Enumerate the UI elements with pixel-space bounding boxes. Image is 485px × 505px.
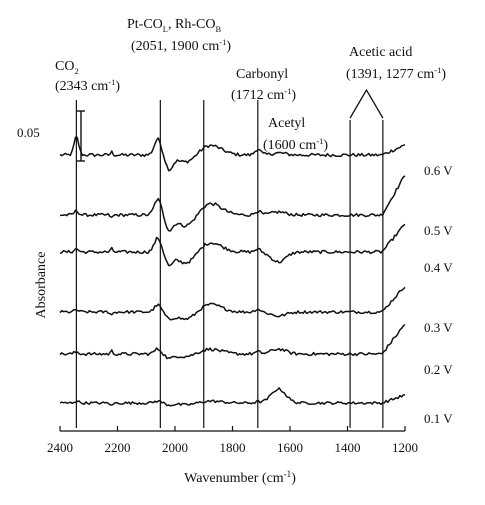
spectrum-line [59,286,406,321]
x-tick-label: 1600 [277,440,303,455]
spectrum-line [59,387,406,407]
spectrum-line [59,136,406,172]
annotation-acetic-line2: (1391, 1277 cm-1) [346,65,446,82]
x-tick-label: 2400 [47,440,73,455]
annotation-co2-line1: CO2 [55,59,79,76]
annotation-acetic-line1: Acetic acid [349,45,412,60]
x-tick-label: 1200 [392,440,418,455]
scale-bar: 0.05 [17,110,85,162]
annotation-acetyl: Acetyl (1600 cm-1) [263,116,328,153]
potential-label: 0.3 V [424,320,453,335]
potential-label: 0.2 V [424,362,453,377]
x-axis-title: Wavenumber (cm-1) [184,469,296,486]
scale-bar-label: 0.05 [17,125,40,140]
potential-label: 0.1 V [424,411,453,426]
annotation-carbonyl: Carbonyl (1712 cm-1) [231,67,296,103]
annotation-acetic-acid: Acetic acid (1391, 1277 cm-1) [346,45,446,119]
annotation-pt-rh-line1: Pt-COL, Rh-COB [127,17,221,34]
x-ticks: 2400 2200 2000 1800 1600 1400 1200 [47,426,418,455]
reference-lines [75,100,384,428]
spectra [59,136,406,407]
annotation-acetyl-line2: (1600 cm-1) [263,136,328,153]
annotation-co2-line2: (2343 cm-1) [55,77,120,94]
y-axis-title: Absorbance [34,252,49,319]
annotation-acetyl-line1: Acetyl [268,116,305,131]
potential-labels: 0.6 V 0.5 V 0.4 V 0.3 V 0.2 V 0.1 V [424,163,453,426]
annotation-carbonyl-line2: (1712 cm-1) [231,86,296,103]
x-tick-label: 1400 [335,440,361,455]
annotation-pt-rh: Pt-COL, Rh-COB (2051, 1900 cm-1) [127,17,231,54]
potential-label: 0.5 V [424,223,453,238]
spectrum-line [59,223,406,267]
annotation-carbonyl-line1: Carbonyl [236,67,288,82]
x-tick-label: 1800 [220,440,246,455]
spectrum-line [59,323,406,360]
x-tick-label: 2000 [162,440,188,455]
annotation-co2: CO2 (2343 cm-1) [55,59,120,94]
potential-label: 0.4 V [424,260,453,275]
spectrum-line [59,175,406,232]
x-tick-label: 2200 [105,440,131,455]
annotation-pt-rh-line2: (2051, 1900 cm-1) [131,37,231,54]
potential-label: 0.6 V [424,163,453,178]
acetic-acid-bracket [349,88,384,119]
